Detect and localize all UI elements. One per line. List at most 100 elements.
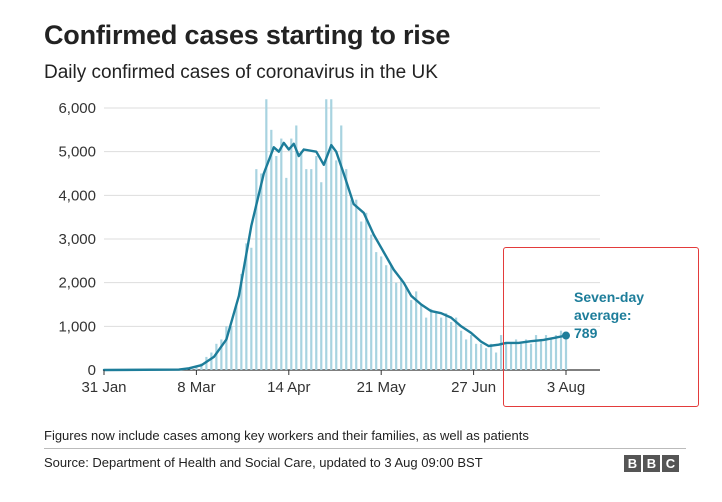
daily-bar — [255, 169, 258, 370]
daily-bar — [390, 265, 393, 370]
footer-divider — [44, 448, 686, 449]
x-axis: 31 Jan 8 Mar 14 Apr 21 May 27 Jun 3 Aug — [81, 370, 585, 396]
daily-bar — [415, 291, 418, 370]
daily-bar — [425, 317, 428, 370]
daily-bar — [260, 173, 263, 370]
daily-bar — [345, 169, 348, 370]
seven-day-average-annotation: Seven-day average: 789 — [574, 289, 644, 341]
highlight-box — [503, 247, 699, 407]
daily-bar — [395, 282, 398, 370]
daily-bar — [270, 129, 273, 370]
y-tick-label: 0 — [88, 362, 96, 379]
y-tick-label: 2,000 — [58, 275, 96, 292]
daily-bar — [534, 335, 538, 370]
daily-bar — [445, 313, 448, 370]
daily-bar — [460, 330, 463, 370]
daily-bar — [549, 339, 553, 370]
chart-area: 0 1,000 2,000 3,000 4,000 5,000 6,000 31 Jan 8 … — [58, 99, 644, 396]
daily-bar — [494, 352, 498, 370]
daily-bar — [230, 326, 233, 370]
daily-bar — [235, 304, 238, 370]
daily-bar — [564, 335, 568, 370]
y-tick-label: 4,000 — [58, 187, 96, 204]
daily-bar — [405, 287, 408, 370]
daily-bar — [539, 339, 543, 370]
daily-bar — [325, 99, 328, 371]
daily-bar — [380, 256, 383, 370]
x-tick-label: 8 Mar — [177, 379, 215, 396]
daily-bar — [320, 182, 323, 370]
daily-bar — [330, 99, 333, 371]
chart-title: Confirmed cases starting to rise — [44, 20, 451, 50]
x-tick-label: 14 Apr — [267, 379, 310, 396]
daily-bar — [529, 343, 533, 370]
daily-bar — [335, 160, 338, 370]
daily-bar — [385, 265, 388, 370]
daily-bar — [524, 339, 528, 370]
daily-bar — [375, 252, 378, 370]
seven-day-average-line — [102, 141, 568, 372]
y-tick-label: 6,000 — [58, 100, 96, 117]
x-tick-label: 21 May — [357, 379, 407, 396]
daily-bar — [420, 304, 423, 370]
logo-letter: C — [662, 455, 679, 472]
annotation-line-1: Seven-day — [574, 289, 644, 305]
daily-bar — [470, 335, 473, 370]
y-tick-label: 1,000 — [58, 318, 96, 335]
daily-bars — [180, 99, 568, 371]
x-tick-label: 31 Jan — [81, 379, 126, 396]
daily-bar — [499, 335, 503, 370]
daily-bar — [250, 247, 253, 370]
chart-note: Figures now include cases among key work… — [44, 428, 529, 443]
daily-bar — [245, 243, 248, 370]
x-tick-label: 3 Aug — [547, 379, 585, 396]
daily-bar — [350, 199, 353, 370]
annotation-value: 789 — [574, 325, 598, 341]
daily-bar — [559, 330, 563, 370]
daily-bar — [519, 343, 523, 370]
daily-bar — [489, 343, 493, 370]
daily-bar — [225, 326, 228, 370]
daily-bar — [360, 221, 363, 370]
daily-bar — [484, 348, 488, 370]
bbc-logo: B B C — [624, 455, 679, 472]
daily-bar — [215, 343, 218, 370]
y-tick-label: 3,000 — [58, 231, 96, 248]
daily-bar — [440, 317, 443, 370]
y-axis: 0 1,000 2,000 3,000 4,000 5,000 6,000 — [58, 100, 96, 379]
logo-letter: B — [624, 455, 641, 472]
y-tick-label: 5,000 — [58, 144, 96, 161]
daily-bar — [290, 138, 293, 370]
chart-source: Source: Department of Health and Social … — [44, 455, 483, 470]
daily-bar — [435, 313, 438, 370]
daily-bar — [544, 335, 548, 370]
chart-subtitle: Daily confirmed cases of coronavirus in … — [44, 62, 438, 83]
daily-bar — [200, 363, 203, 370]
daily-bar — [479, 343, 483, 370]
daily-bar — [275, 156, 278, 370]
daily-bar — [315, 156, 318, 370]
daily-bar — [340, 125, 343, 370]
logo-letter: B — [643, 455, 660, 472]
daily-bar — [504, 343, 508, 370]
daily-bar — [430, 308, 433, 370]
daily-bar — [465, 339, 468, 370]
daily-bar — [410, 300, 413, 370]
daily-bar — [195, 365, 198, 370]
daily-bar — [474, 343, 478, 370]
daily-bar — [310, 169, 313, 370]
daily-bar — [300, 151, 303, 370]
annotation-line-2: average: — [574, 307, 632, 323]
daily-bar — [220, 339, 223, 370]
seven-day-average-series — [102, 141, 570, 372]
daily-bar — [370, 234, 373, 370]
latest-average-point — [562, 331, 570, 340]
daily-bar — [509, 343, 513, 370]
daily-bar — [400, 278, 403, 370]
daily-bar — [210, 352, 213, 370]
daily-bar — [514, 339, 518, 370]
daily-bar — [450, 321, 453, 370]
daily-bar — [280, 138, 283, 370]
daily-bar — [365, 212, 368, 370]
daily-bar — [295, 125, 298, 370]
